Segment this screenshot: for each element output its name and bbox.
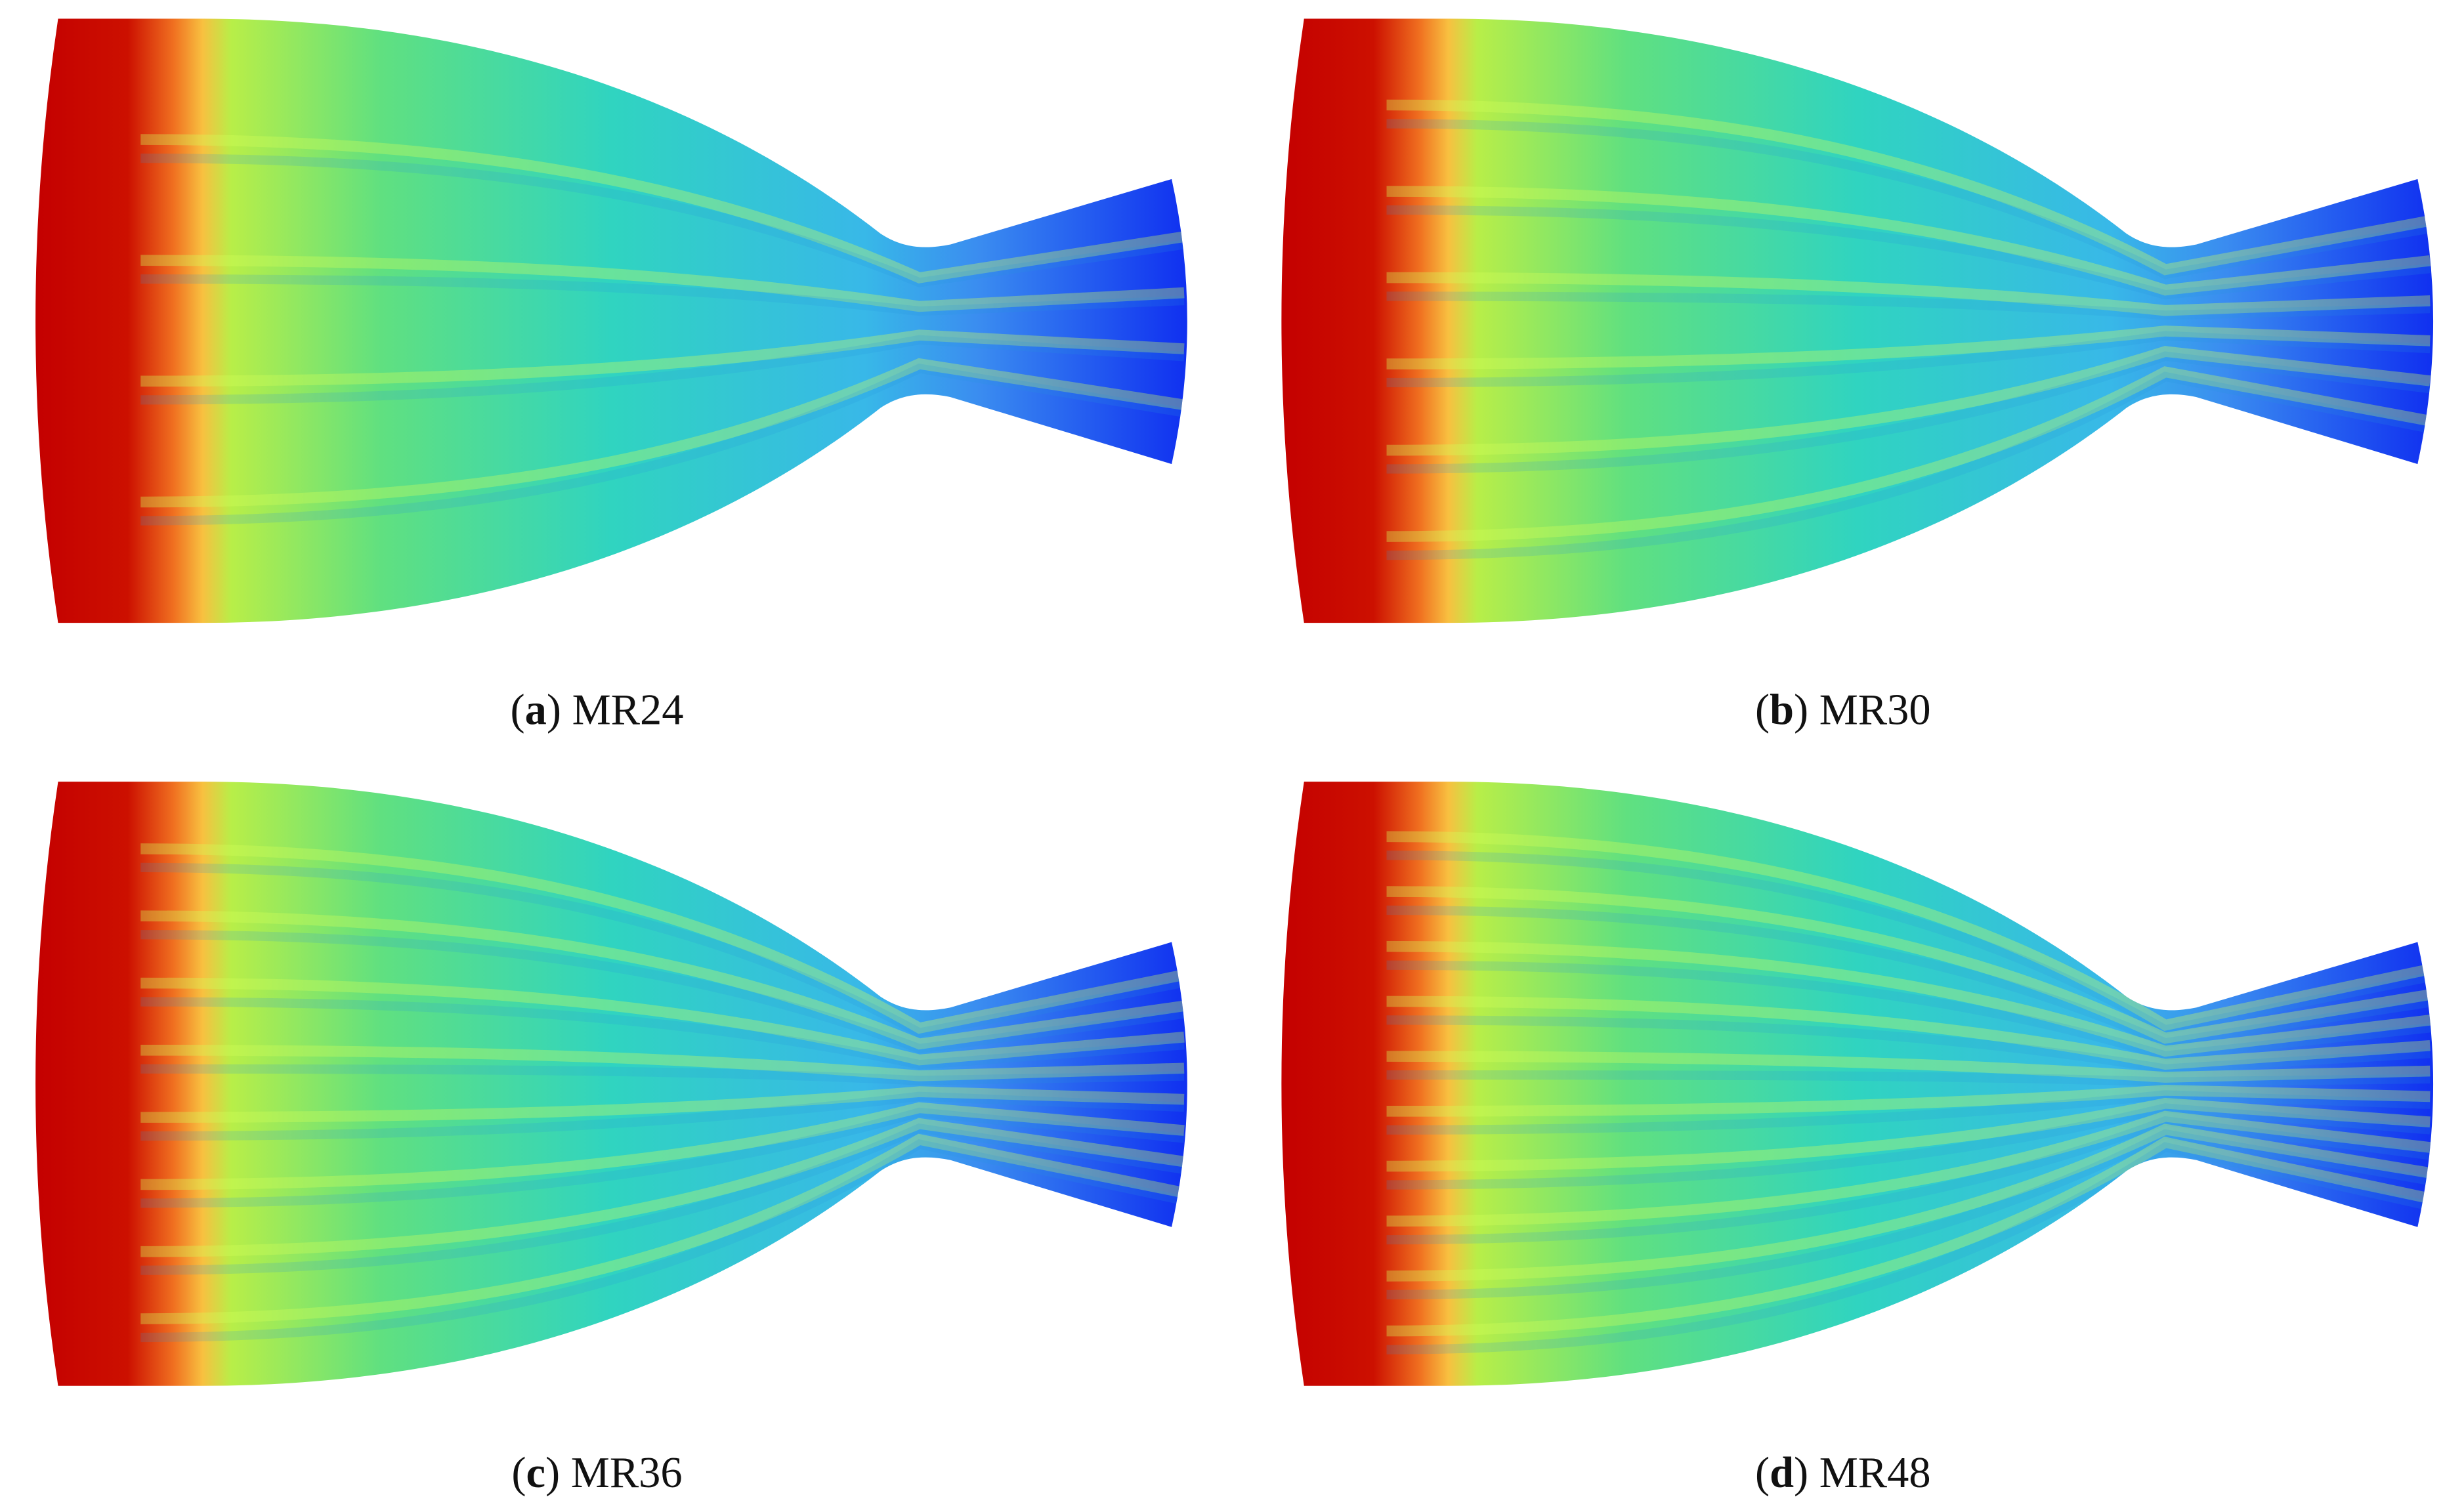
streaks (1386, 831, 2432, 1354)
streak (1386, 1051, 2431, 1083)
streak (1386, 1097, 2431, 1172)
caption-part: ) MR36 (545, 1449, 683, 1497)
caption: (b) MR30 (1755, 686, 1931, 734)
streak-dark (1386, 1015, 2431, 1074)
streak (1386, 886, 2431, 1044)
streak-dark (1386, 371, 2431, 560)
caption-part: d (1770, 1449, 1794, 1497)
streak (140, 910, 1185, 1050)
streak-dark (140, 1139, 1185, 1343)
streak (1386, 99, 2431, 276)
streak-dark (1386, 1103, 2431, 1190)
streak-dark (140, 862, 1185, 1038)
streak (1386, 996, 2431, 1070)
streak-dark (140, 997, 1185, 1070)
streak-dark (140, 274, 1185, 316)
streak (1386, 346, 2431, 456)
caption-part: ) MR48 (1794, 1449, 1931, 1497)
caption-part: ) MR30 (1794, 686, 1931, 734)
streak-dark (140, 335, 1185, 405)
caption-part: ( (1755, 686, 1770, 734)
streak (140, 1133, 1185, 1324)
streak (140, 329, 1185, 387)
streak (140, 843, 1185, 1034)
caption-part: a (525, 686, 547, 734)
streak (140, 358, 1185, 508)
streak-dark (1386, 850, 2431, 1035)
streak-dark (1386, 1116, 2431, 1245)
caption-part: b (1770, 686, 1794, 734)
streaks (140, 843, 1185, 1343)
nozzle-contour (35, 18, 1187, 623)
streak (1386, 1110, 2431, 1227)
streak (140, 1118, 1185, 1257)
streak (140, 1045, 1185, 1082)
panel: (b) MR30 (1281, 18, 2434, 734)
streak-dark (1386, 119, 2431, 280)
streak-dark (1386, 1142, 2431, 1354)
streak-dark (140, 1107, 1185, 1208)
streak-dark (1386, 1129, 2431, 1300)
streak (140, 1086, 1185, 1123)
streak (1386, 186, 2431, 296)
streak (1386, 1124, 2431, 1282)
streak (1386, 272, 2431, 316)
streak (1386, 366, 2431, 542)
streaks (1386, 99, 2431, 560)
streak-dark (1386, 205, 2431, 300)
caption: (c) MR36 (511, 1449, 682, 1497)
streaks (140, 134, 1185, 526)
streak (1386, 940, 2431, 1057)
streak (1386, 831, 2432, 1031)
streak (140, 255, 1185, 312)
caption: (a) MR24 (511, 686, 684, 734)
streak-dark (1386, 1070, 2431, 1087)
caption-part: c (526, 1449, 545, 1497)
streak (140, 134, 1185, 284)
caption-part: ) MR24 (547, 686, 684, 734)
streak-dark (1386, 960, 2431, 1061)
caption: (d) MR48 (1755, 1449, 1931, 1497)
caption-part: ( (511, 686, 525, 734)
caption-part: ( (511, 1449, 526, 1497)
streak-dark (140, 1091, 1185, 1141)
streak-dark (140, 1064, 1185, 1085)
panel: (d) MR48 (1281, 782, 2434, 1497)
streak (1386, 1136, 2432, 1337)
streak-dark (1386, 351, 2431, 474)
panel: (c) MR36 (35, 782, 1187, 1497)
streak (140, 1102, 1185, 1190)
streak-dark (140, 153, 1185, 287)
streak-dark (1386, 291, 2431, 320)
streak-dark (1386, 1090, 2431, 1135)
streak (1386, 1085, 2431, 1117)
streak-dark (140, 1123, 1185, 1275)
streak-dark (140, 930, 1185, 1054)
panel: (a) MR24 (35, 18, 1187, 734)
streak-dark (1386, 331, 2431, 388)
streak (1386, 326, 2431, 369)
streak (140, 977, 1185, 1066)
streak-dark (1386, 905, 2431, 1048)
streak-dark (140, 364, 1185, 526)
caption-part: ( (1755, 1449, 1770, 1497)
